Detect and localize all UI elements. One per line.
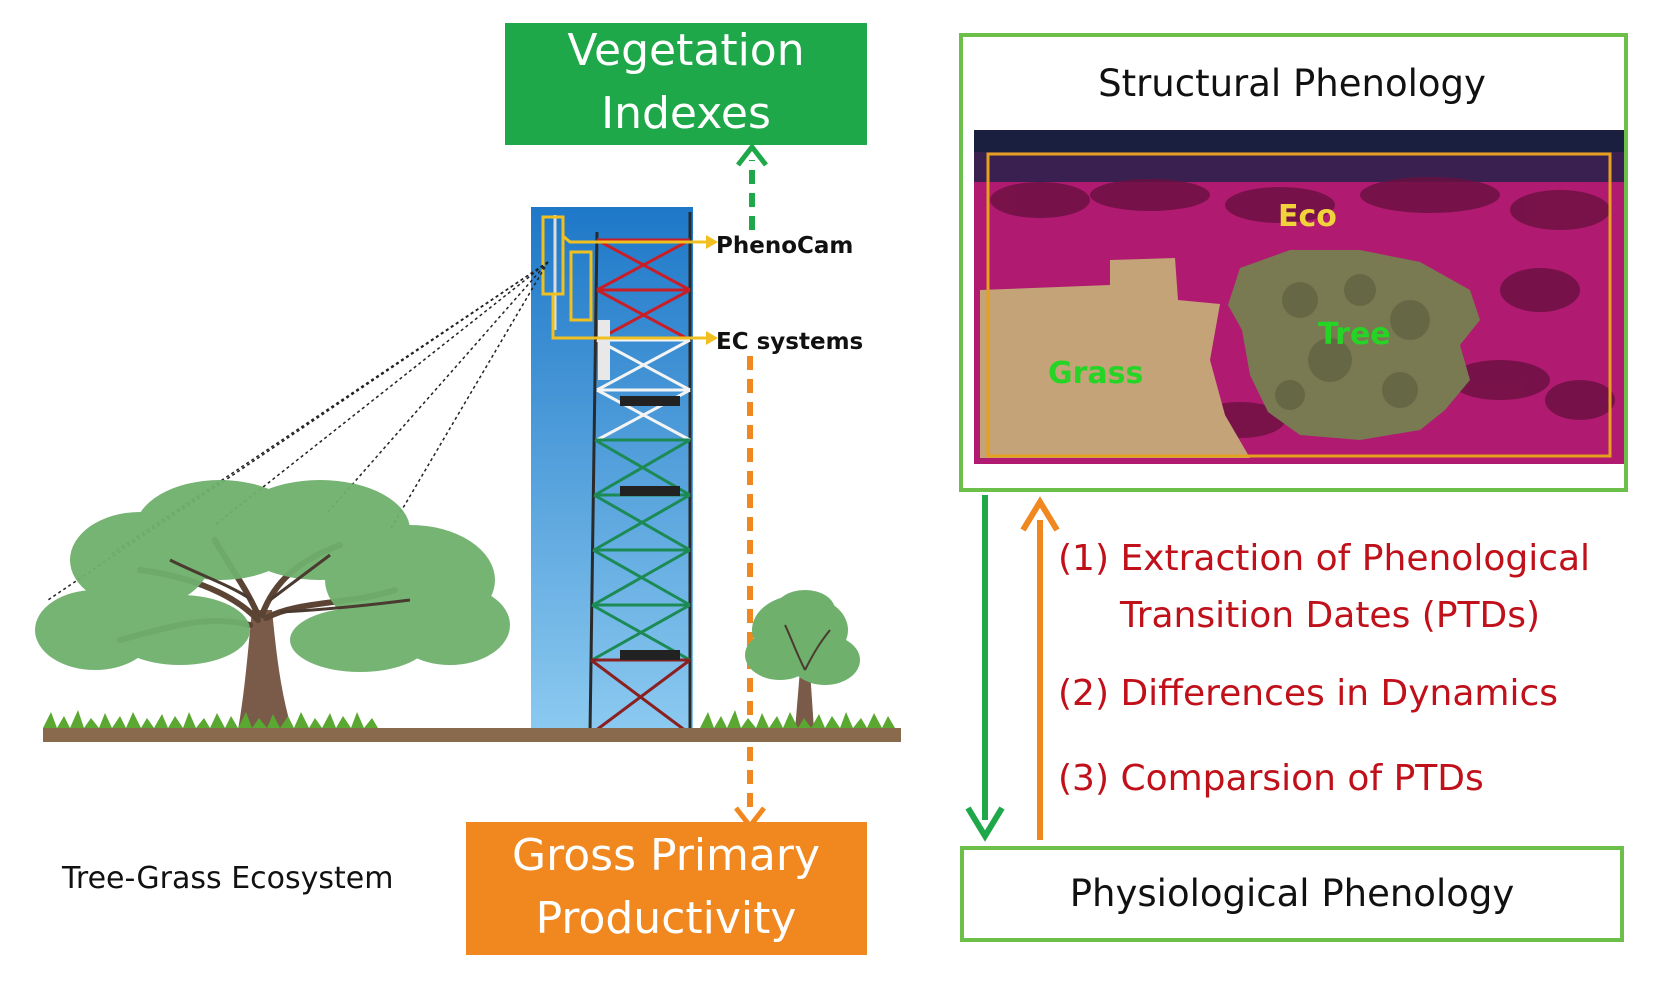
phenocam-to-vi-arrow	[736, 142, 768, 230]
step-2: (2) Differences in Dynamics	[1058, 673, 1558, 714]
physiological-phenology-title: Physiological Phenology	[1070, 872, 1515, 915]
ec-to-gpp-arrow	[734, 356, 766, 831]
physiological-phenology-panel: Physiological Phenology	[960, 846, 1624, 942]
roi-grass-label: Grass	[1048, 356, 1143, 391]
ground-grass	[43, 710, 901, 742]
vegetation-indexes-line2: Indexes	[601, 88, 771, 139]
gpp-box: Gross Primary Productivity	[466, 822, 867, 955]
physiological-to-structural-arrow	[1020, 496, 1060, 840]
ec-systems-label: EC systems	[716, 329, 863, 355]
step-1-line1: (1) Extraction of Phenological	[1058, 538, 1590, 579]
structural-phenology-panel: Structural Phenology	[959, 33, 1628, 492]
structural-phenology-title: Structural Phenology	[1098, 62, 1486, 105]
step-3: (3) Comparsion of PTDs	[1058, 758, 1484, 799]
roi-tree-label: Tree	[1318, 317, 1391, 352]
roi-eco-label: Eco	[1278, 199, 1337, 234]
phenocam-label: PhenoCam	[716, 233, 853, 259]
vegetation-indexes-box: Vegetation Indexes	[505, 23, 867, 145]
large-tree-illustration	[35, 480, 510, 730]
ecosystem-label: Tree-Grass Ecosystem	[61, 861, 393, 896]
step-1-line2: Transition Dates (PTDs)	[1119, 595, 1540, 636]
structural-to-physiological-arrow	[965, 495, 1005, 842]
vegetation-indexes-line1: Vegetation	[567, 25, 804, 76]
gpp-line2: Productivity	[536, 893, 797, 944]
small-tree-illustration	[745, 590, 860, 730]
gpp-line1: Gross Primary	[512, 830, 820, 881]
phenocam-image	[974, 130, 1624, 464]
